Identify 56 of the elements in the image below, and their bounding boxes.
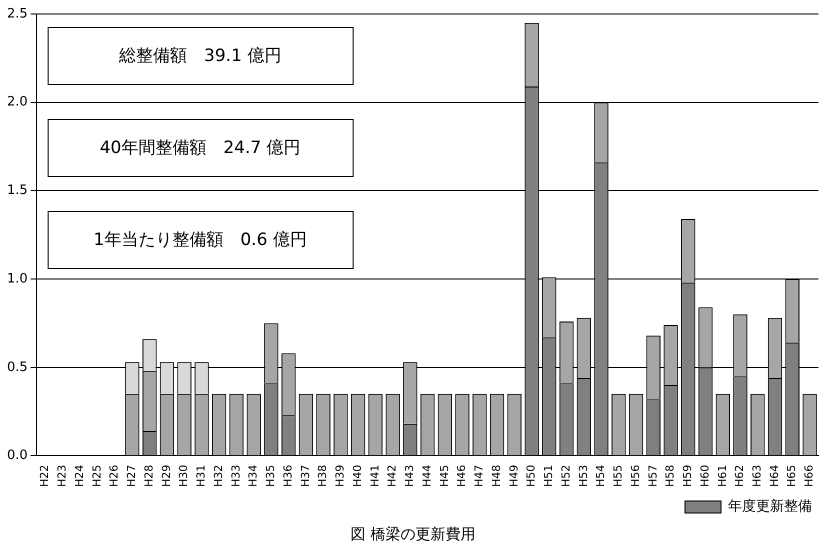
x-tick-label: H63	[750, 464, 764, 488]
x-tick-label: H52	[559, 464, 572, 488]
x-tick-label: H23	[56, 464, 69, 488]
x-tick-label: H60	[698, 464, 712, 488]
x-tick-label: H49	[507, 464, 520, 488]
y-tick-label: 2.5	[6, 6, 28, 22]
x-tick-label: H50	[524, 464, 538, 488]
x-tick-label: H51	[542, 464, 556, 488]
x-tick-label: H31	[194, 464, 208, 488]
x-tick-label: H42	[386, 464, 399, 488]
x-tick-label: H41	[368, 464, 382, 488]
x-tick-label: H37	[298, 464, 312, 488]
annotation: 40年間整備額 24.7 億円	[100, 138, 301, 158]
x-tick-label: H62	[733, 464, 746, 488]
x-tick-label: H65	[785, 464, 798, 488]
x-tick-label: H56	[628, 464, 642, 488]
x-tick-label: H59	[681, 464, 694, 488]
y-tick-label: 0.0	[6, 448, 28, 464]
x-tick-label: H47	[472, 464, 486, 488]
annotation: 総整備額 39.1 億円	[118, 46, 282, 66]
x-tick-label: H26	[108, 464, 121, 488]
y-tick-label: 1.5	[6, 183, 28, 198]
x-tick-label: H57	[646, 464, 660, 488]
x-tick-label: H45	[438, 464, 451, 488]
x-tick-label: H22	[38, 464, 52, 488]
x-tick-label: H34	[246, 464, 260, 488]
x-tick-label: H27	[125, 464, 138, 488]
x-tick-label: H53	[576, 464, 590, 488]
y-tick-label: 2.0	[6, 94, 28, 110]
x-tick-label: H58	[664, 464, 677, 488]
annotation: 1年当たり整備額 0.6 億円	[94, 230, 307, 250]
x-tick-label: H35	[264, 464, 278, 488]
y-tick-label: 1.0	[6, 271, 28, 286]
x-tick-label: H33	[229, 464, 242, 488]
x-tick-label: H48	[490, 464, 503, 488]
x-tick-label: H40	[350, 464, 364, 488]
x-tick-label: H29	[160, 464, 173, 488]
x-tick-label: H39	[334, 464, 347, 488]
x-tick-label: H55	[612, 464, 625, 488]
x-tick-label: H28	[142, 464, 156, 488]
x-tick-label: H25	[90, 464, 104, 488]
x-tick-label: H30	[177, 464, 190, 488]
x-tick-label: H36	[281, 464, 294, 488]
x-tick-label: H61	[716, 464, 729, 488]
x-tick-label: H66	[802, 464, 816, 488]
x-tick-label: H44	[420, 464, 434, 488]
x-tick-label: H43	[403, 464, 416, 488]
x-tick-label: H38	[316, 464, 330, 488]
x-tick-label: H24	[72, 464, 86, 488]
x-tick-label: H54	[594, 464, 608, 488]
x-tick-label: H32	[212, 464, 225, 488]
legend-label: 年度更新整備	[728, 498, 812, 515]
text: 図 橋梁の更新費用	[350, 524, 476, 543]
x-tick-label: H64	[768, 464, 781, 488]
y-tick-label: 0.5	[6, 360, 28, 375]
x-tick-label: H46	[455, 464, 468, 488]
